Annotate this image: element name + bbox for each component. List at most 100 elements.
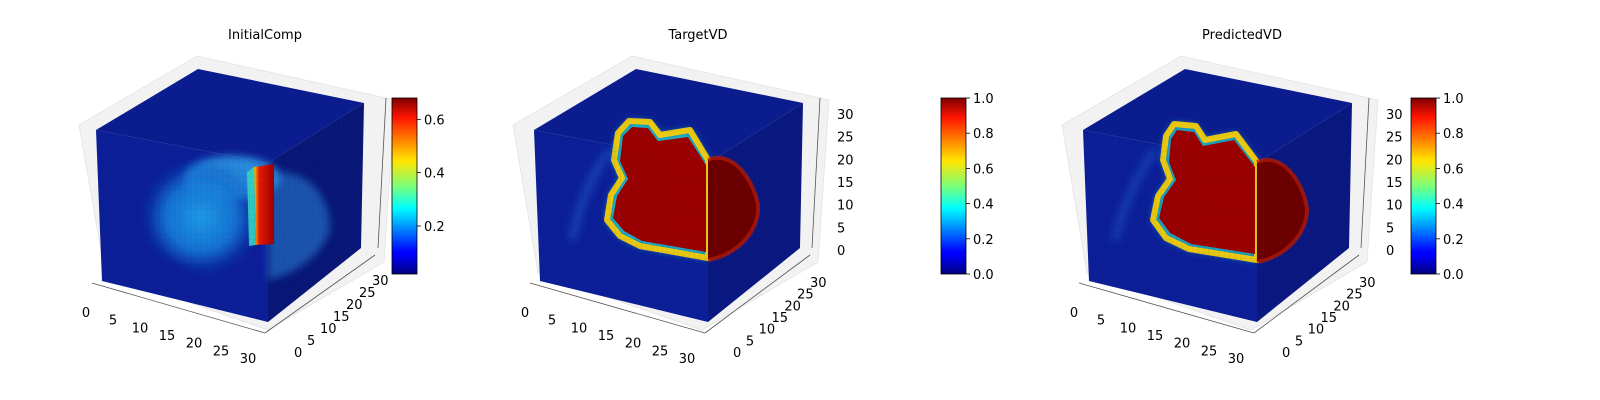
x-tick-label: 20 — [1174, 337, 1191, 352]
x-tick-labels: 0 5 10 15 20 25 30 — [82, 306, 256, 367]
cube-top-face — [534, 69, 803, 163]
x-tick-labels: 0 5 10 15 20 25 30 — [521, 306, 695, 367]
z-tick-label: 0 — [1386, 244, 1394, 259]
colorbar-tick-label: 0.6 — [1443, 162, 1464, 177]
z-tick-label: 25 — [837, 131, 854, 146]
colorbar-tick-label: 1.0 — [973, 92, 994, 107]
y-tick-label: 0 — [294, 346, 302, 361]
x-tick-label: 10 — [571, 321, 588, 336]
z-tick-label: 30 — [837, 108, 854, 123]
y-tick-label: 5 — [1295, 334, 1303, 349]
y-tick-label: 25 — [1346, 288, 1363, 303]
x-tick-label: 25 — [213, 344, 230, 359]
colorbar-tick-label: 0.2 — [424, 220, 445, 235]
y-tick-label: 15 — [333, 310, 350, 325]
colorbar-tick-labels: 0.0 0.2 0.4 0.6 0.8 1.0 — [966, 92, 994, 283]
x-axis-line — [529, 282, 706, 334]
y-tick-label: 0 — [733, 346, 741, 361]
x-tick-label: 5 — [1097, 314, 1105, 329]
colorbar — [391, 97, 418, 275]
voxel-grid-side — [268, 103, 364, 322]
x-tick-label: 0 — [82, 306, 90, 321]
colorbar — [1410, 97, 1437, 275]
voxel-grid-side — [708, 103, 803, 322]
colorbar-tick-label: 0.2 — [1443, 233, 1464, 248]
y-tick-label: 5 — [746, 334, 754, 349]
x-tick-label: 15 — [1147, 329, 1164, 344]
colorbar-tick-label: 0.4 — [973, 198, 994, 213]
colorbar-tick-label: 0.4 — [424, 167, 445, 182]
x-tick-label: 0 — [521, 306, 529, 321]
z-tick-label: 20 — [837, 153, 854, 168]
y-axis-line — [704, 254, 811, 334]
y-tick-label: 20 — [346, 298, 363, 313]
z-tick-label: 10 — [1386, 199, 1403, 214]
x-tick-label: 25 — [652, 344, 669, 359]
y-tick-label: 25 — [359, 286, 376, 301]
y-tick-label: 20 — [1333, 299, 1350, 314]
cube-top-face — [1083, 69, 1352, 163]
y-tick-label: 10 — [320, 322, 337, 337]
x-tick-label: 10 — [132, 321, 149, 336]
y-tick-label: 10 — [1308, 323, 1325, 338]
x-tick-label: 30 — [240, 352, 257, 367]
x-tick-label: 20 — [186, 337, 203, 352]
colorbar-tick-label: 0.4 — [1443, 198, 1464, 213]
x-tick-label: 25 — [1201, 344, 1218, 359]
z-tick-label: 5 — [837, 221, 845, 236]
z-tick-label: 25 — [1386, 131, 1403, 146]
z-tick-label: 15 — [837, 176, 854, 191]
colorbar-tick-label: 1.0 — [1443, 92, 1464, 107]
x-tick-label: 5 — [548, 314, 556, 329]
x-tick-labels: 0 5 10 15 20 25 30 — [1070, 306, 1244, 367]
colorbar-tick-label: 0.8 — [973, 127, 994, 142]
z-tick-label: 0 — [837, 244, 845, 259]
colorbar-tick-label: 0.2 — [973, 233, 994, 248]
x-tick-label: 10 — [1120, 321, 1137, 336]
panel-title: TargetVD — [667, 28, 727, 43]
colorbar-tick-label: 0.8 — [1443, 127, 1464, 142]
z-tick-label: 5 — [1386, 221, 1394, 236]
z-tick-labels: 0 5 10 15 20 25 30 — [837, 108, 854, 259]
y-tick-label: 0 — [1282, 346, 1290, 361]
x-tick-label: 20 — [625, 337, 642, 352]
y-tick-label: 5 — [307, 334, 315, 349]
y-axis-line — [264, 254, 376, 334]
z-tick-label: 20 — [1386, 153, 1403, 168]
z-tick-label: 10 — [837, 199, 854, 214]
colorbar-tick-label: 0.6 — [973, 162, 994, 177]
panel-title: PredictedVD — [1202, 28, 1282, 43]
y-tick-label: 30 — [810, 276, 827, 291]
y-tick-label: 30 — [372, 274, 389, 289]
colorbar-tick-label: 0.6 — [424, 113, 445, 128]
colorbar-tick-label: 0.0 — [1443, 268, 1464, 283]
x-tick-label: 15 — [159, 329, 176, 344]
cube-top-face — [96, 69, 364, 163]
y-tick-label: 10 — [759, 323, 776, 338]
voxel-grid-side — [1257, 103, 1352, 322]
z-tick-labels: 0 5 10 15 20 25 30 — [1386, 108, 1403, 259]
voxel-grid-front — [534, 130, 708, 322]
x-axis-line — [1078, 282, 1255, 334]
colorbar — [940, 97, 967, 275]
voxel-grid-front — [1083, 130, 1257, 322]
y-tick-label: 30 — [1359, 276, 1376, 291]
z-axis-line — [811, 97, 821, 249]
x-tick-label: 30 — [679, 352, 696, 367]
x-tick-label: 5 — [109, 314, 117, 329]
x-tick-label: 0 — [1070, 306, 1078, 321]
colorbar-tick-label: 0.0 — [973, 268, 994, 283]
z-axis-line — [377, 97, 387, 249]
z-tick-label: 30 — [1386, 108, 1403, 123]
z-tick-label: 15 — [1386, 176, 1403, 191]
y-tick-label: 25 — [797, 288, 814, 303]
x-tick-label: 30 — [1228, 352, 1245, 367]
voxel-grid-front — [96, 130, 268, 322]
